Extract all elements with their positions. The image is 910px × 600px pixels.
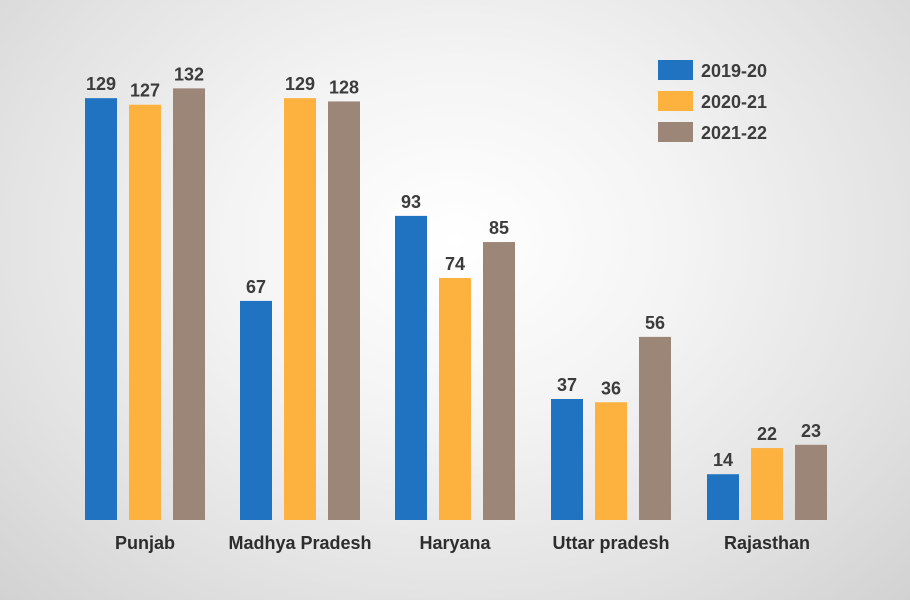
value-label-punjab-2021-22: 132 [174, 64, 204, 84]
value-label-uttar-pradesh-2019-20: 37 [557, 375, 577, 395]
bar-uttar-pradesh-2020-21 [595, 402, 627, 520]
bars-group [85, 88, 827, 521]
bar-haryana-2020-21 [439, 278, 471, 520]
bar-haryana-2021-22 [483, 242, 515, 521]
value-label-madhya-pradesh-2020-21: 129 [285, 74, 315, 94]
bar-punjab-2020-21 [129, 104, 161, 521]
value-label-haryana-2019-20: 93 [401, 192, 421, 212]
category-label-haryana: Haryana [419, 533, 491, 553]
category-label-rajasthan: Rajasthan [724, 533, 810, 553]
bar-haryana-2019-20 [395, 215, 427, 520]
value-label-rajasthan-2021-22: 23 [801, 421, 821, 441]
bar-punjab-2021-22 [173, 88, 205, 521]
legend-swatch-2019-20 [658, 60, 693, 80]
legend: 2019-20 2020-21 2021-22 [658, 60, 767, 143]
value-label-rajasthan-2020-21: 22 [757, 424, 777, 444]
value-label-haryana-2021-22: 85 [489, 218, 509, 238]
bar-uttar-pradesh-2021-22 [639, 336, 671, 520]
legend-swatch-2021-22 [658, 122, 693, 142]
bar-rajasthan-2019-20 [707, 474, 739, 520]
value-label-punjab-2020-21: 127 [130, 81, 160, 101]
value-label-rajasthan-2019-20: 14 [713, 450, 733, 470]
category-label-punjab: Punjab [115, 533, 175, 553]
value-label-uttar-pradesh-2021-22: 56 [645, 313, 665, 333]
bar-rajasthan-2020-21 [751, 448, 783, 520]
bar-rajasthan-2021-22 [795, 444, 827, 520]
value-label-haryana-2020-21: 74 [445, 254, 465, 274]
category-labels-group: Punjab Madhya Pradesh Haryana Uttar pradesh… [115, 533, 810, 553]
legend-swatch-2020-21 [658, 91, 693, 111]
category-label-madhya-pradesh: Madhya Pradesh [228, 533, 371, 553]
bar-madhya-pradesh-2019-20 [240, 300, 272, 520]
legend-label-2020-21: 2020-21 [701, 92, 767, 112]
bar-uttar-pradesh-2019-20 [551, 399, 583, 520]
bar-madhya-pradesh-2020-21 [284, 98, 316, 521]
value-label-uttar-pradesh-2020-21: 36 [601, 378, 621, 398]
value-label-punjab-2019-20: 129 [86, 74, 116, 94]
value-label-madhya-pradesh-2019-20: 67 [246, 277, 266, 297]
bar-madhya-pradesh-2021-22 [328, 101, 360, 520]
value-label-madhya-pradesh-2021-22: 128 [329, 77, 359, 97]
value-labels-group: 129 127 132 67 129 128 93 74 85 37 36 56 14 22 23 [86, 64, 821, 470]
category-label-uttar-pradesh: Uttar pradesh [552, 533, 669, 553]
legend-label-2021-22: 2021-22 [701, 123, 767, 143]
legend-label-2019-20: 2019-20 [701, 61, 767, 81]
bar-punjab-2019-20 [85, 98, 117, 521]
